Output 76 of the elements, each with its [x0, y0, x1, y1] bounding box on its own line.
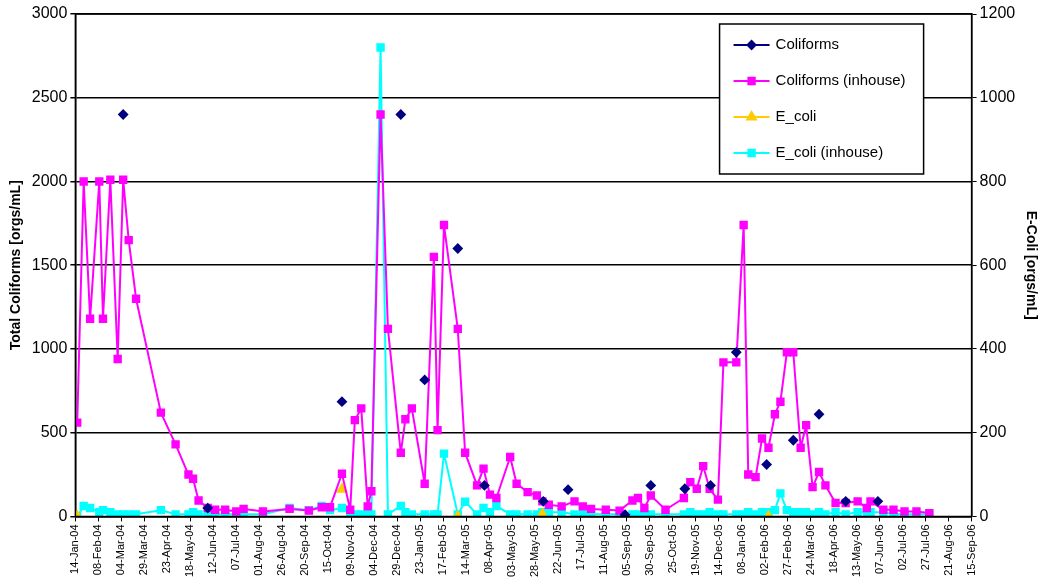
x-tick-label: 14-Dec-05	[711, 524, 724, 576]
x-tick-label: 09-Nov-04	[344, 524, 357, 576]
x-tick-label: 08-Feb-04	[91, 524, 104, 576]
x-tick-label: 23-Jan-05	[413, 524, 426, 574]
x-tick-label: 17-Feb-05	[436, 524, 449, 576]
point	[336, 396, 347, 407]
y2-axis-title: E-Coli [orgs/mL]	[1023, 210, 1040, 320]
x-tick-label: 17-Jul-05	[573, 524, 586, 571]
legend-label: Coliforms (inhouse)	[775, 71, 906, 89]
point	[761, 459, 772, 470]
x-tick-label: 02-Feb-06	[757, 524, 770, 576]
y2-tick-label: 1000	[979, 88, 1016, 106]
x-tick-label: 29-Dec-04	[390, 524, 403, 576]
y-tick-label: 0	[58, 506, 68, 524]
point	[395, 109, 406, 120]
x-tick-label: 19-Nov-05	[688, 524, 701, 576]
x-tick-label: 12-Jun-04	[206, 524, 219, 574]
x-tick-label: 14-Jan-04	[68, 524, 81, 574]
x-tick-label: 24-Mar-06	[803, 524, 816, 576]
x-tick-label: 05-Sep-05	[619, 524, 632, 576]
y-tick-label: 500	[40, 423, 68, 441]
x-tick-label: 22-Jun-05	[551, 524, 563, 574]
y2-tick-label: 800	[979, 171, 1007, 189]
point	[419, 374, 430, 385]
x-tick-label: 25-Oct-05	[665, 524, 678, 574]
x-tick-label: 08-Jan-06	[734, 524, 747, 574]
point	[731, 347, 742, 358]
y2-tick-label: 600	[979, 255, 1007, 273]
x-tick-label: 13-May-06	[849, 524, 862, 577]
y-tick-label: 1500	[31, 255, 68, 273]
y-axis-title: Total Coliforms [orgs/mL]	[7, 180, 24, 351]
x-tick-label: 11-Aug-05	[596, 524, 609, 575]
x-tick-label: 18-May-04	[183, 524, 196, 577]
point	[705, 480, 716, 491]
legend-label: E_coli (inhouse)	[775, 143, 884, 161]
x-tick-label: 03-May-05	[505, 524, 518, 577]
point	[872, 496, 883, 507]
x-tick-label: 27-Jul-06	[918, 524, 931, 571]
point	[563, 484, 574, 495]
point	[645, 480, 656, 491]
x-tick-label: 08-Apr-05	[482, 524, 495, 574]
y-tick-label: 2000	[31, 171, 68, 189]
y-tick-label: 1000	[31, 339, 68, 357]
y2-tick-label: 200	[979, 423, 1007, 441]
point	[118, 109, 129, 120]
x-tick-label: 20-Sep-04	[298, 524, 311, 576]
point	[814, 409, 825, 420]
point	[620, 509, 631, 517]
x-tick-label: 15-Oct-04	[321, 524, 334, 574]
x-tick-label: 07-Jun-06	[872, 524, 885, 574]
x-tick-label: 15-Sep-06	[964, 524, 977, 576]
x-tick-label: 29-Mar-04	[137, 524, 150, 576]
x-tick-label: 21-Aug-06	[941, 524, 954, 576]
x-tick-label: 14-Mar-05	[459, 524, 472, 576]
y2-tick-label: 1200	[979, 4, 1016, 22]
x-tick-label: 02-Jul-06	[895, 524, 908, 571]
legend-label: Coliforms	[775, 35, 839, 53]
x-tick-label: 01-Aug-04	[252, 524, 265, 576]
x-tick-label: 04-Mar-04	[114, 524, 127, 576]
x-tick-label: 28-May-05	[528, 524, 541, 577]
x-tick-label: 07-Jul-04	[229, 524, 242, 571]
point	[452, 243, 463, 254]
x-tick-label: 27-Feb-06	[780, 524, 793, 576]
point	[479, 480, 490, 491]
y2-tick-label: 400	[979, 339, 1007, 357]
x-tick-label: 30-Sep-05	[642, 524, 655, 576]
x-tick-label: 26-Aug-04	[275, 524, 288, 576]
legend-label: E_coli	[775, 107, 817, 125]
point	[788, 435, 799, 446]
y-tick-label: 3000	[31, 4, 68, 22]
x-tick-label: 04-Dec-04	[367, 524, 380, 576]
y-tick-label: 2500	[31, 88, 68, 106]
y2-tick-label: 0	[979, 506, 989, 524]
x-tick-label: 23-Apr-04	[160, 524, 173, 574]
point	[679, 483, 690, 494]
x-tick-label: 18-Apr-06	[826, 524, 839, 574]
